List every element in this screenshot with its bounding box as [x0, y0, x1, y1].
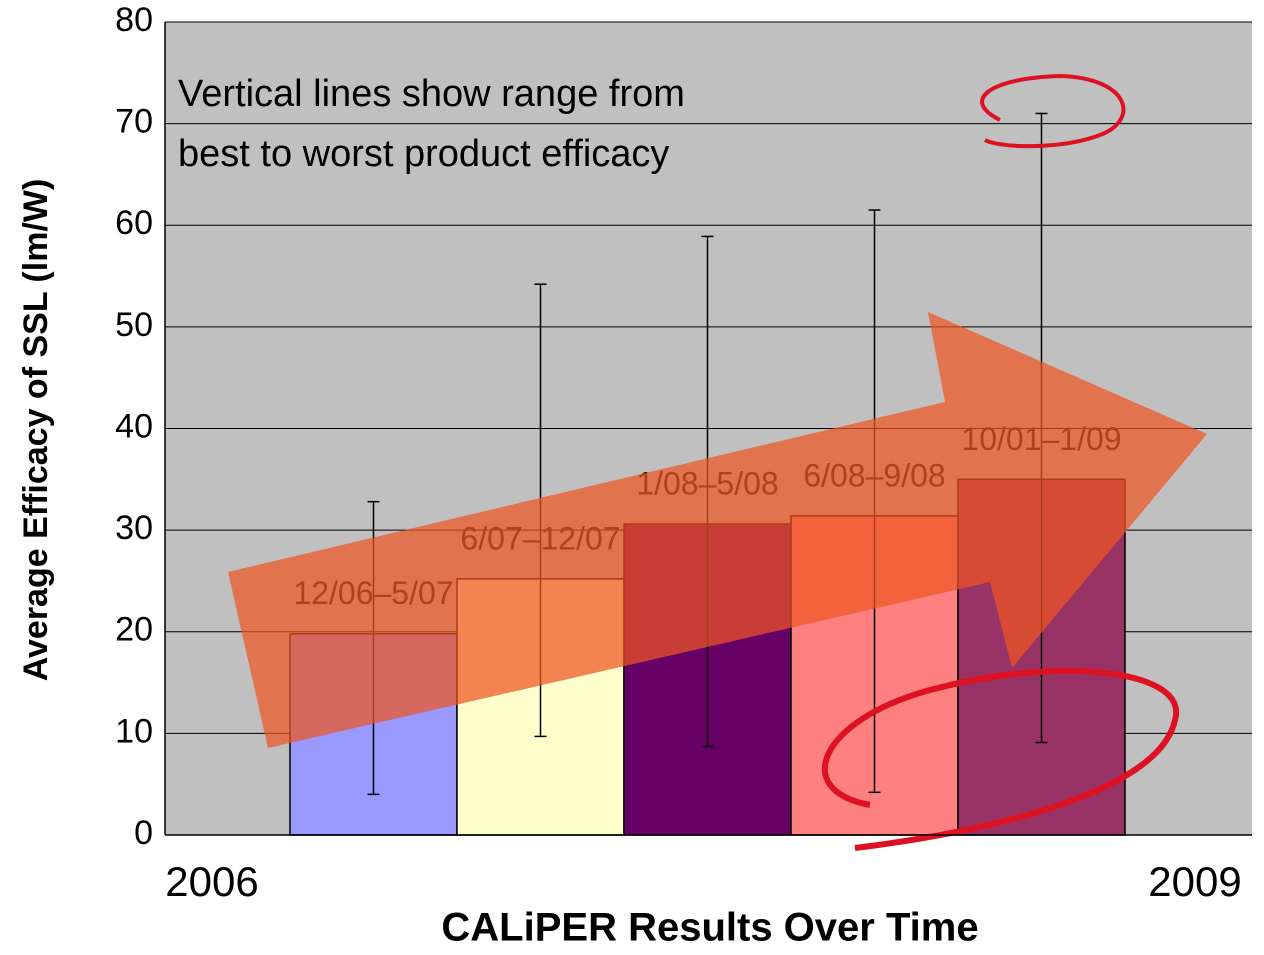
trend-arrow — [228, 312, 1207, 748]
highlight-circle — [822, 667, 1180, 851]
y-axis-title: Average Efficacy of SSL (lm/W) — [17, 179, 55, 682]
x-axis-title: CALiPER Results Over Time — [441, 906, 978, 950]
y-tick-label: 30 — [115, 509, 153, 547]
annotation: best to worst product efficacy — [178, 133, 669, 175]
y-tick-label: 50 — [115, 306, 153, 344]
y-tick-label: 0 — [134, 814, 153, 852]
y-tick-label: 70 — [115, 103, 153, 141]
y-tick-label: 10 — [115, 712, 153, 750]
x-end-label: 2009 — [1148, 858, 1241, 905]
y-tick-label: 80 — [115, 1, 153, 39]
annotation: Vertical lines show range from — [178, 73, 685, 115]
highlight-circle — [980, 73, 1126, 149]
y-tick-label: 40 — [115, 407, 153, 445]
y-tick-label: 60 — [115, 204, 153, 242]
y-tick-label: 20 — [115, 611, 153, 649]
x-end-label: 2006 — [165, 858, 258, 905]
